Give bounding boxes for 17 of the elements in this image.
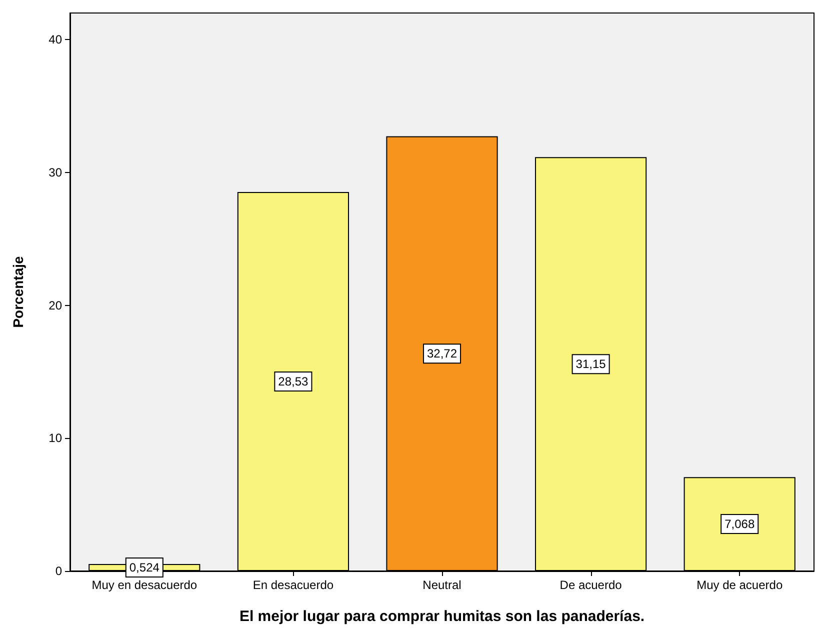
- x-tick-label: De acuerdo: [560, 578, 622, 592]
- y-tick-label: 30: [48, 165, 62, 180]
- data-label: 32,72: [426, 346, 458, 361]
- data-label: 0,524: [129, 560, 160, 575]
- data-label: 7,068: [724, 517, 755, 532]
- x-axis-title: El mejor lugar para comprar humitas son las panaderías.: [239, 608, 645, 625]
- data-label: 28,53: [278, 374, 309, 388]
- y-axis-title: Porcentaje: [10, 256, 26, 328]
- x-tick-label: Muy de acuerdo: [696, 578, 783, 592]
- data-label: 31,15: [576, 357, 606, 372]
- x-tick-label: En desacuerdo: [252, 578, 334, 592]
- x-tick-label: Neutral: [422, 578, 462, 592]
- y-tick-label: 10: [48, 431, 62, 446]
- y-tick-label: 20: [48, 298, 62, 312]
- x-tick-label: Muy en desacuerdo: [92, 578, 198, 592]
- y-tick-label: 40: [48, 32, 62, 47]
- y-tick-label: 0: [55, 564, 62, 578]
